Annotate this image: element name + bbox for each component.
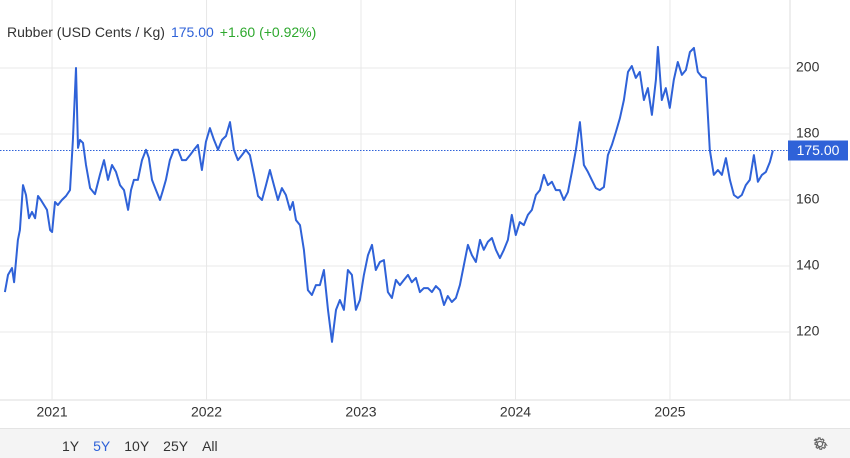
y-tick-label: 160	[796, 191, 820, 207]
x-tick-label: 2022	[191, 404, 222, 420]
price-line	[3, 45, 774, 343]
header: Rubber (USD Cents / Kg) 175.00 +1.60 (+0.9…	[7, 24, 322, 40]
x-tick-label: 2021	[36, 404, 67, 420]
last-price-box	[788, 140, 848, 161]
last-price-label: 175.00	[797, 142, 840, 158]
range-button[interactable]: All	[202, 438, 218, 454]
chart-title: Rubber (USD Cents / Kg)	[7, 24, 165, 40]
last-price: 175.00	[170, 24, 214, 40]
range-button[interactable]: 25Y	[163, 438, 189, 454]
y-tick-label: 140	[796, 257, 820, 273]
price-change: +1.60 (+0.92%)	[219, 24, 317, 40]
range-buttons: 1Y 5Y 10Y 25Y All	[62, 438, 232, 454]
x-tick-label: 2023	[345, 404, 376, 420]
range-button[interactable]: 10Y	[124, 438, 150, 454]
x-tick-label: 2024	[500, 404, 531, 420]
chart: 120 140 160 180 200 2021 2022 2023 2024 2025 175.0…	[0, 0, 850, 420]
range-button[interactable]: 1Y	[62, 438, 80, 454]
y-tick-label: 180	[796, 125, 820, 141]
range-bar: 1Y 5Y 10Y 25Y All	[0, 428, 850, 458]
x-tick-label: 2025	[654, 404, 685, 420]
y-tick-label: 200	[796, 59, 820, 75]
settings-icon[interactable]	[811, 435, 829, 453]
y-tick-label: 120	[796, 323, 820, 339]
range-button[interactable]: 5Y	[93, 438, 111, 454]
